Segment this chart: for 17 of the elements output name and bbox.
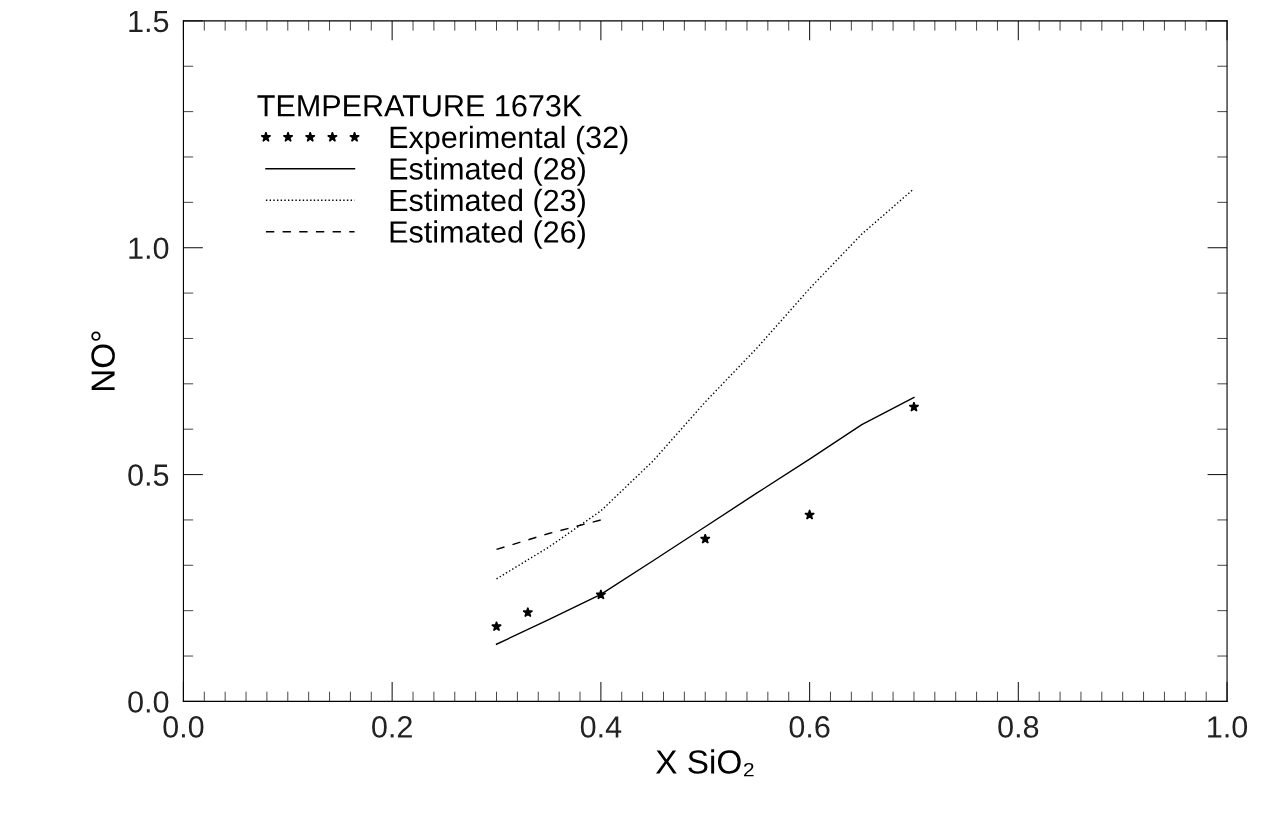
- x-tick-label: 0.8: [998, 716, 1039, 738]
- y-tick-label: 0.5: [128, 464, 169, 486]
- x-tick-label: 0.4: [580, 716, 622, 738]
- legend-title: TEMPERATURE 1673K: [257, 95, 582, 117]
- y-axis-title: NO°: [91, 331, 115, 391]
- x-tick-label: 1.0: [1208, 716, 1248, 738]
- legend-label: Estimated (26): [390, 220, 585, 249]
- x-tick-label: 0.0: [163, 716, 204, 738]
- legend-label: Estimated (23): [390, 188, 585, 218]
- legend-label: Estimated (28): [390, 157, 585, 186]
- x-tick-label: 0.6: [789, 716, 830, 738]
- y-tick-label: 0.0: [128, 691, 169, 713]
- x-axis-title: X SiO₂: [655, 749, 754, 777]
- y-tick-label: 1.0: [129, 237, 169, 260]
- y-tick-label: 1.5: [129, 10, 169, 33]
- legend-label: Experimental (32): [390, 125, 628, 155]
- x-tick-label: 0.2: [372, 716, 412, 738]
